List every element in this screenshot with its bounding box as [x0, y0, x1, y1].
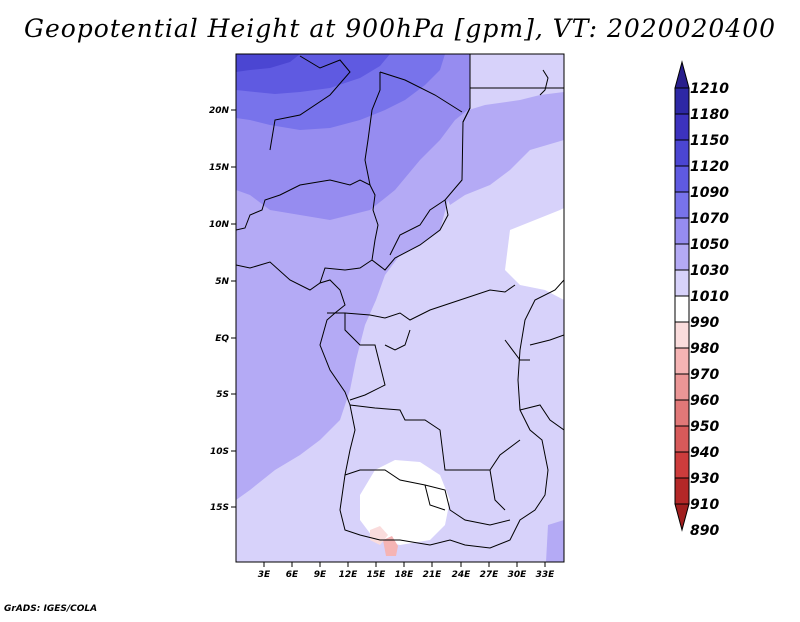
colorbar-box-930: [674, 451, 690, 479]
colorbar-label-890: 890: [690, 523, 719, 539]
lon-tick-33e: 33E: [536, 562, 556, 580]
lon-label: 9E: [314, 570, 327, 580]
colorbar-box-910: [674, 477, 690, 505]
lon-tick-9e: 9E: [314, 562, 327, 580]
lat-label: 5N: [215, 277, 229, 287]
colorbar-label-1210: 1210: [690, 81, 729, 97]
lat-tick-10n: 10N: [209, 220, 236, 230]
colorbar-box-890: [674, 503, 690, 532]
lon-label: 15E: [367, 570, 387, 580]
colorbar-label-1070: 1070: [690, 211, 729, 227]
colorbar-label-980: 980: [690, 341, 719, 357]
colorbar-label-1120: 1120: [690, 159, 729, 175]
colorbar-label-1090: 1090: [690, 185, 729, 201]
lat-tick-15s: 15S: [210, 503, 236, 513]
colorbar-label-960: 960: [690, 393, 719, 409]
colorbar-label-1180: 1180: [690, 107, 729, 123]
lat-tick-5n: 5N: [215, 277, 236, 287]
colorbar-label-910: 910: [690, 497, 719, 513]
lon-label: 24E: [452, 570, 472, 580]
lat-label: 5S: [216, 390, 229, 400]
lat-label: 20N: [209, 106, 230, 116]
shade-1030-east: [448, 92, 564, 205]
lat-tick-20n: 20N: [209, 106, 236, 116]
colorbar-box-1180: [674, 87, 690, 115]
map-title: Geopotential Height at 900hPa [gpm], VT:…: [23, 14, 777, 43]
colorbar-label-990: 990: [690, 315, 719, 331]
shade-1030-se: [546, 520, 564, 562]
lon-tick-21e: 21E: [423, 562, 443, 580]
colorbar-box-1150: [674, 113, 690, 141]
lat-label: 10S: [210, 447, 229, 457]
lon-label: 21E: [423, 570, 443, 580]
lat-tick-10s: 10S: [210, 447, 236, 457]
lon-tick-12e: 12E: [339, 562, 359, 580]
colorbar-label-930: 930: [690, 471, 719, 487]
lon-label: 12E: [339, 570, 359, 580]
colorbar-box-1120: [674, 139, 690, 167]
shade-1120: [236, 54, 300, 72]
lat-tick-15n: 15N: [209, 163, 236, 173]
colorbar-box-970: [674, 347, 690, 375]
map-frame: [235, 53, 565, 563]
lon-label: 30E: [508, 570, 528, 580]
lon-tick-27e: 27E: [480, 562, 500, 580]
colorbar-box-950: [674, 399, 690, 427]
lat-tick-5s: 5S: [216, 390, 236, 400]
longitude-axis: 3E 6E 9E 12E 15E 18E 21E 24E 27E 30E 33E: [258, 562, 555, 580]
colorbar-box-990: [674, 295, 690, 323]
country-borders: [236, 54, 564, 549]
colorbar-boxes: [674, 60, 690, 532]
colorbar-labels: 1210 1180 1150 1120 1090 1070 1050 1030 …: [690, 81, 729, 539]
lat-tick-eq: EQ: [215, 334, 236, 344]
grads-credit: GrADS: IGES/COLA: [4, 604, 98, 614]
colorbar-label-1150: 1150: [690, 133, 729, 149]
shade-990-east: [505, 208, 564, 300]
colorbar-label-950: 950: [690, 419, 719, 435]
height-field: [236, 54, 564, 562]
lat-label: 15N: [209, 163, 230, 173]
colorbar-box-1070: [674, 191, 690, 219]
colorbar-box-1030: [674, 243, 690, 271]
colorbar-box-940: [674, 425, 690, 453]
lat-label: 10N: [209, 220, 230, 230]
colorbar-label-940: 940: [690, 445, 719, 461]
lon-tick-3e: 3E: [258, 562, 271, 580]
colorbar-box-1210: [674, 60, 690, 89]
lon-label: 3E: [258, 570, 271, 580]
lon-label: 18E: [395, 570, 415, 580]
lon-tick-24e: 24E: [452, 562, 472, 580]
colorbar-label-1010: 1010: [690, 289, 729, 305]
lon-label: 33E: [536, 570, 556, 580]
colorbar-box-980: [674, 321, 690, 349]
lon-tick-15e: 15E: [367, 562, 387, 580]
lat-label: EQ: [215, 334, 229, 344]
shade-990-south: [360, 460, 450, 545]
lon-label: 27E: [480, 570, 500, 580]
colorbar: 1210 1180 1150 1120 1090 1070 1050 1030 …: [674, 60, 729, 539]
shade-970: [383, 536, 398, 556]
colorbar-label-1050: 1050: [690, 237, 729, 253]
colorbar-box-1050: [674, 217, 690, 245]
lat-label: 15S: [210, 503, 229, 513]
lon-tick-30e: 30E: [508, 562, 528, 580]
colorbar-box-1010: [674, 269, 690, 297]
colorbar-label-970: 970: [690, 367, 719, 383]
lon-label: 6E: [286, 570, 299, 580]
lon-tick-18e: 18E: [395, 562, 415, 580]
latitude-axis: 20N 15N 10N 5N EQ 5S 10S 15S: [209, 106, 236, 513]
lon-tick-6e: 6E: [286, 562, 299, 580]
colorbar-box-960: [674, 373, 690, 401]
colorbar-label-1030: 1030: [690, 263, 729, 279]
colorbar-box-1090: [674, 165, 690, 193]
